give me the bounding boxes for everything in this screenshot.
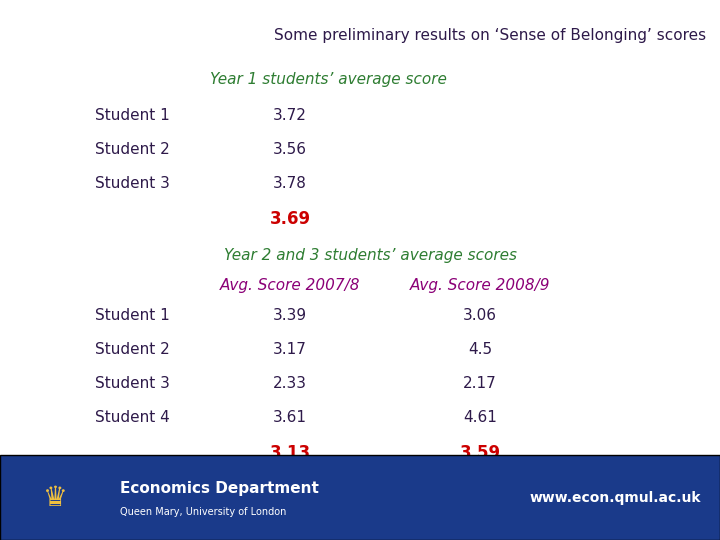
Text: Avg. Score 2008/9: Avg. Score 2008/9 (410, 278, 550, 293)
Text: Student 1: Student 1 (95, 108, 170, 123)
Text: www.econ.qmul.ac.uk: www.econ.qmul.ac.uk (529, 491, 701, 505)
Text: 3.06: 3.06 (463, 308, 497, 323)
Text: 3.72: 3.72 (273, 108, 307, 123)
Text: Student 2: Student 2 (95, 142, 170, 157)
Text: 3.56: 3.56 (273, 142, 307, 157)
Text: Year 2 and 3 students’ average scores: Year 2 and 3 students’ average scores (223, 248, 516, 263)
Text: Student 3: Student 3 (95, 376, 170, 391)
Text: Student 3: Student 3 (95, 176, 170, 191)
FancyBboxPatch shape (0, 455, 720, 540)
Text: 3.78: 3.78 (273, 176, 307, 191)
Text: 2.33: 2.33 (273, 376, 307, 391)
Text: Economics Department: Economics Department (120, 481, 319, 496)
Text: Queen Mary, University of London: Queen Mary, University of London (120, 507, 287, 517)
Text: Student 2: Student 2 (95, 342, 170, 357)
Text: Avg. Score 2007/8: Avg. Score 2007/8 (220, 278, 360, 293)
Text: 4.5: 4.5 (468, 342, 492, 357)
Text: 3.39: 3.39 (273, 308, 307, 323)
Text: ♛: ♛ (42, 484, 68, 512)
Text: 3.69: 3.69 (269, 210, 310, 228)
Text: Student 1: Student 1 (95, 308, 170, 323)
Text: 3.61: 3.61 (273, 410, 307, 425)
Text: Year 1 students’ average score: Year 1 students’ average score (210, 72, 447, 87)
Text: 2.17: 2.17 (463, 376, 497, 391)
Text: 3.59: 3.59 (459, 444, 500, 462)
Text: Some preliminary results on ‘Sense of Belonging’ scores: Some preliminary results on ‘Sense of Be… (274, 28, 706, 43)
Text: 3.17: 3.17 (273, 342, 307, 357)
Text: Student 4: Student 4 (95, 410, 170, 425)
Text: 3.13: 3.13 (269, 444, 310, 462)
Text: 4.61: 4.61 (463, 410, 497, 425)
